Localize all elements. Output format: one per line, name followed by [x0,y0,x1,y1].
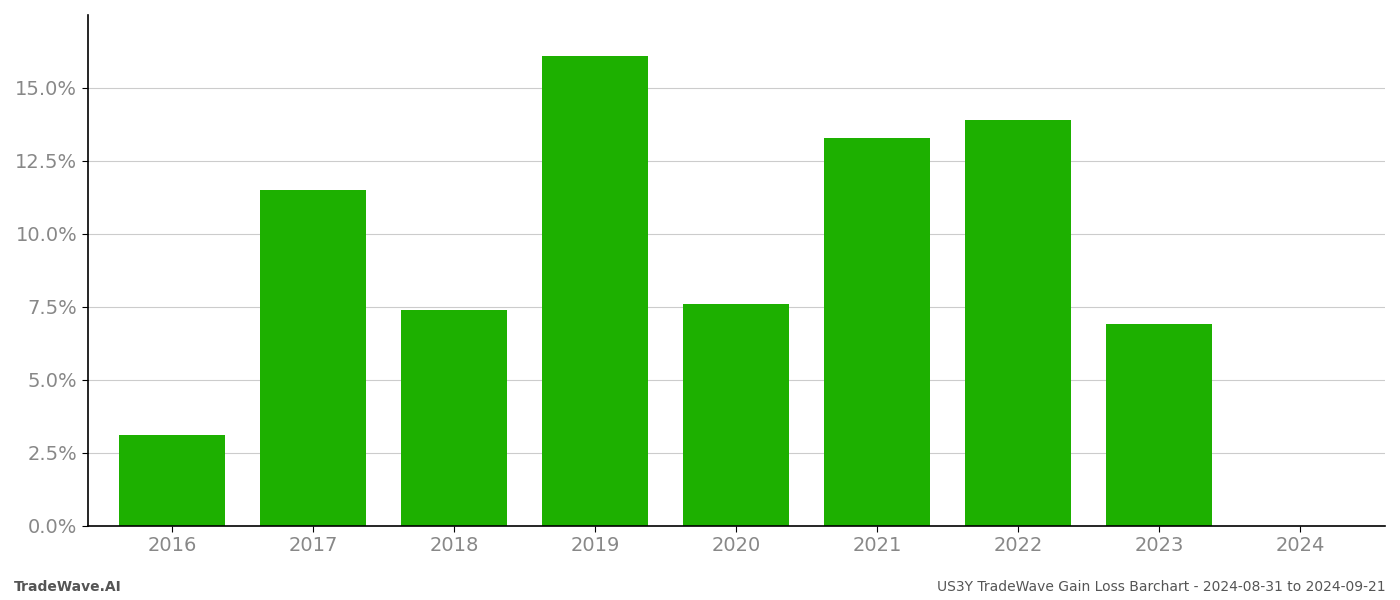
Bar [119,435,225,526]
Text: US3Y TradeWave Gain Loss Barchart - 2024-08-31 to 2024-09-21: US3Y TradeWave Gain Loss Barchart - 2024… [938,580,1386,594]
Bar [260,190,365,526]
Bar [1106,324,1212,526]
Text: TradeWave.AI: TradeWave.AI [14,580,122,594]
Bar [825,137,930,526]
Bar [966,120,1071,526]
Bar [402,310,507,526]
Bar [542,56,648,526]
Bar [683,304,790,526]
